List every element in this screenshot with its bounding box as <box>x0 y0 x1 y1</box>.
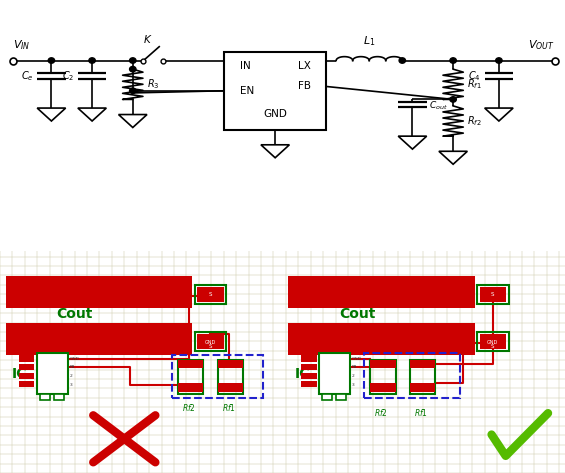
Bar <box>19 381 34 387</box>
Circle shape <box>89 58 95 63</box>
Circle shape <box>129 88 136 94</box>
Bar <box>301 364 317 370</box>
Bar <box>19 355 34 362</box>
Text: IN: IN <box>240 61 250 70</box>
Bar <box>322 394 332 400</box>
Text: S: S <box>208 343 212 349</box>
Text: $R_{f1}$: $R_{f1}$ <box>467 78 482 91</box>
Circle shape <box>399 58 406 63</box>
Bar <box>40 394 50 400</box>
Bar <box>370 359 395 368</box>
Text: 3: 3 <box>69 383 72 386</box>
Bar <box>477 332 509 351</box>
Text: $C_{out}$: $C_{out}$ <box>429 100 447 112</box>
Text: $V_{IN}$: $V_{IN}$ <box>14 38 31 52</box>
Bar <box>6 276 192 308</box>
Bar <box>37 353 68 394</box>
Bar <box>19 364 34 370</box>
Text: $C_4$: $C_4$ <box>468 69 481 83</box>
Bar <box>178 359 203 368</box>
Bar <box>480 287 506 302</box>
Circle shape <box>48 58 55 63</box>
Text: IC: IC <box>12 367 28 381</box>
Text: 2: 2 <box>69 374 72 378</box>
Text: $R_3$: $R_3$ <box>147 78 159 91</box>
Text: $R_{f2}$: $R_{f2}$ <box>467 114 482 128</box>
Bar <box>301 373 317 379</box>
Text: GND: GND <box>487 341 498 345</box>
Circle shape <box>450 96 457 102</box>
Bar <box>224 52 326 130</box>
Text: S: S <box>491 343 494 349</box>
Circle shape <box>129 66 136 72</box>
Text: Cout: Cout <box>339 307 375 321</box>
Text: FB: FB <box>69 366 75 369</box>
Text: Cout: Cout <box>56 307 93 321</box>
Text: EN: EN <box>240 86 254 96</box>
Text: FB: FB <box>298 81 311 91</box>
Circle shape <box>496 58 502 63</box>
Text: LX: LX <box>298 61 311 70</box>
Text: GND: GND <box>69 357 79 361</box>
Bar <box>480 333 506 350</box>
Circle shape <box>450 58 457 63</box>
Text: 3: 3 <box>352 383 355 386</box>
Text: S: S <box>491 292 494 297</box>
Bar <box>195 285 226 304</box>
Bar <box>197 287 224 302</box>
Bar <box>410 359 435 394</box>
Bar <box>370 359 395 394</box>
Text: GND: GND <box>352 357 362 361</box>
Bar <box>288 276 475 308</box>
Bar <box>410 359 435 368</box>
Bar <box>218 383 243 392</box>
Text: $L_1$: $L_1$ <box>363 35 376 48</box>
Text: $K$: $K$ <box>143 34 153 45</box>
Text: $C_e$: $C_e$ <box>21 69 34 83</box>
Bar <box>301 381 317 387</box>
Text: $C_2$: $C_2$ <box>62 69 75 83</box>
Bar <box>477 285 509 304</box>
Bar <box>54 394 64 400</box>
Bar <box>288 324 475 355</box>
Bar <box>319 353 350 394</box>
Text: $Rf1$: $Rf1$ <box>222 403 236 413</box>
Bar <box>6 324 192 355</box>
Text: S: S <box>208 292 212 297</box>
Bar <box>195 332 226 351</box>
Bar <box>178 383 203 392</box>
Text: $V_{OUT}$: $V_{OUT}$ <box>528 38 555 52</box>
Bar <box>370 383 395 392</box>
Circle shape <box>129 58 136 63</box>
Text: 2: 2 <box>352 374 355 378</box>
Text: GND: GND <box>263 109 287 119</box>
Text: FB: FB <box>352 366 358 369</box>
Bar <box>19 373 34 379</box>
Bar <box>410 383 435 392</box>
Bar <box>172 355 263 398</box>
Bar <box>197 333 224 350</box>
Text: $Rf2$: $Rf2$ <box>375 407 388 418</box>
Text: GND: GND <box>205 341 216 345</box>
Bar <box>218 359 243 394</box>
Bar <box>178 359 203 394</box>
Bar <box>364 353 460 398</box>
Bar <box>301 355 317 362</box>
Text: $Rf1$: $Rf1$ <box>414 407 428 418</box>
Text: $Rf2$: $Rf2$ <box>182 403 196 413</box>
Text: IC: IC <box>294 367 310 381</box>
Bar <box>336 394 346 400</box>
Bar <box>218 359 243 368</box>
